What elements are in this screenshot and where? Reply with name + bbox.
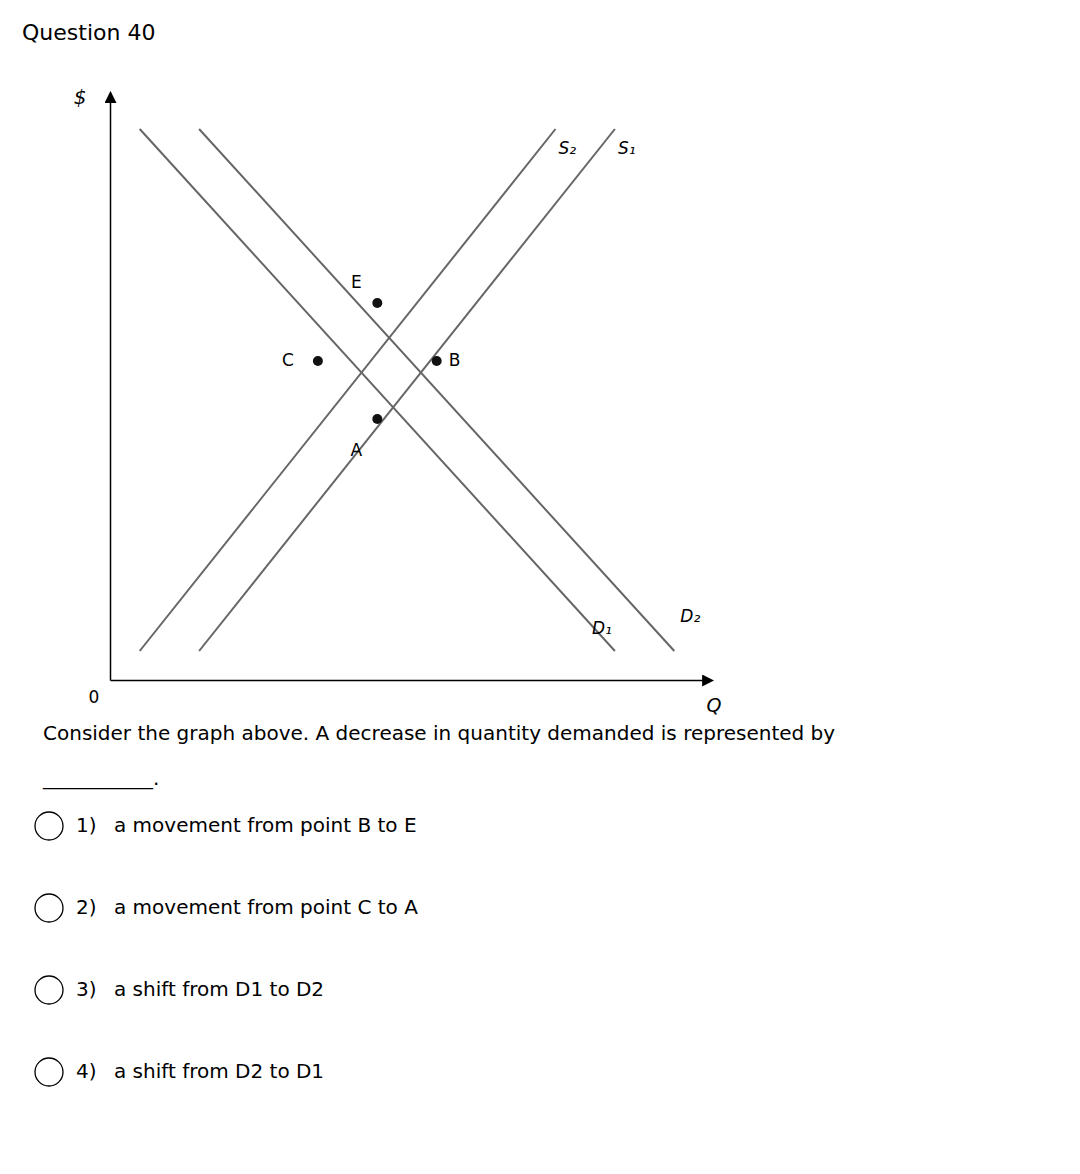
x-axis [111,680,705,681]
option[interactable]: 4) a shift from D2 to D1 [35,1058,324,1086]
point-label: A [350,440,362,460]
option[interactable]: 2) a movement from point C to A [35,894,418,922]
radio-button[interactable] [35,976,63,1004]
option-number: 1) [76,813,97,837]
point [432,356,442,366]
mark-labels: S₂ S₁ D₁ D₂ E B C A [282,138,700,638]
marks [140,129,675,651]
radio-button[interactable] [35,1058,63,1086]
point-label: E [351,272,362,292]
radio-button[interactable] [35,894,63,922]
question-line2: ___________. [42,766,159,790]
y-axis [110,101,111,681]
option-number: 4) [76,1059,97,1083]
option-text: a movement from point B to E [114,813,417,837]
plot: Q $0 S₂ S₁ D₁ D₂ E B C A [74,85,722,717]
question-text: Consider the graph above. A decrease in … [43,721,835,745]
y-axis-title: $ [74,85,87,109]
line [140,129,615,651]
line [140,129,556,651]
point [372,414,382,424]
title: Question 40 [22,20,155,45]
option[interactable]: 1) a movement from point B to E [35,812,417,840]
option-number: 3) [76,977,97,1001]
y-axis-line [110,101,112,681]
line-label: S₁ [618,138,636,158]
radio-button[interactable] [35,812,63,840]
line-label: D₂ [680,606,700,626]
line-label: S₂ [559,138,577,158]
line [199,129,674,651]
line [199,129,615,651]
point [372,298,382,308]
question: Consider the graph above. A decrease in … [35,721,835,1086]
origin-label: 0 [89,687,100,707]
x-axis-line [111,680,705,682]
x-axis-title: Q [707,694,722,716]
option[interactable]: 3) a shift from D1 to D2 [35,976,324,1004]
option-text: a shift from D2 to D1 [114,1059,324,1083]
option-text: a movement from point C to A [114,895,418,919]
option-text: a shift from D1 to D2 [114,977,324,1001]
point-label: C [282,350,294,370]
chart: Question 40 Q $0 S₂ S₁ D₁ D₂ E B C A Consider the g… [0,0,1080,1174]
point [313,356,323,366]
option-number: 2) [76,895,97,919]
line-label: D₁ [592,618,612,638]
point-label: B [449,350,461,370]
